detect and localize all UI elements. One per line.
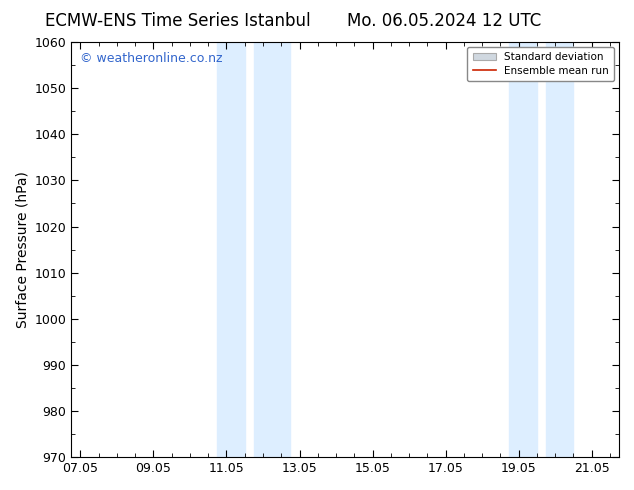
Bar [217,42,245,457]
Text: Mo. 06.05.2024 12 UTC: Mo. 06.05.2024 12 UTC [347,12,541,30]
Legend: Standard deviation, Ensemble mean run: Standard deviation, Ensemble mean run [467,47,614,81]
Y-axis label: Surface Pressure (hPa): Surface Pressure (hPa) [15,171,29,328]
Text: © weatheronline.co.nz: © weatheronline.co.nz [79,52,222,66]
Text: ECMW-ENS Time Series Istanbul: ECMW-ENS Time Series Istanbul [45,12,310,30]
Bar [510,42,537,457]
Bar [254,42,290,457]
Bar [546,42,573,457]
